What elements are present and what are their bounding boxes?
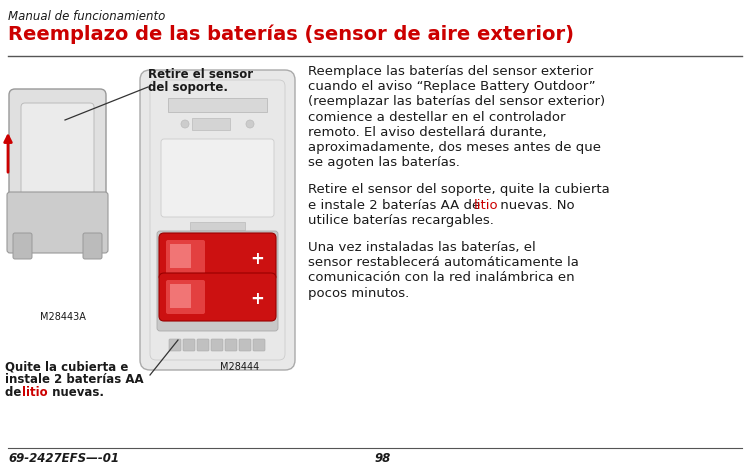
Text: Manual de funcionamiento: Manual de funcionamiento	[8, 10, 165, 23]
Text: litio: litio	[22, 386, 48, 399]
Bar	[192, 118, 230, 130]
FancyBboxPatch shape	[13, 233, 32, 259]
FancyBboxPatch shape	[169, 339, 181, 351]
Text: del soporte.: del soporte.	[148, 81, 228, 94]
FancyBboxPatch shape	[159, 273, 276, 321]
Text: 98: 98	[375, 452, 392, 465]
Text: M28443A: M28443A	[40, 312, 86, 322]
FancyBboxPatch shape	[183, 339, 195, 351]
FancyBboxPatch shape	[253, 339, 265, 351]
FancyBboxPatch shape	[225, 339, 237, 351]
Text: utilice baterías recargables.: utilice baterías recargables.	[308, 214, 494, 227]
Text: cuando el aviso “Replace Battery Outdoor”: cuando el aviso “Replace Battery Outdoor…	[308, 80, 596, 93]
Text: Reemplazo de las baterías (sensor de aire exterior): Reemplazo de las baterías (sensor de air…	[8, 24, 574, 44]
Text: pocos minutos.: pocos minutos.	[308, 286, 410, 300]
Text: (reemplazar las baterías del sensor exterior): (reemplazar las baterías del sensor exte…	[308, 95, 605, 109]
Text: Quite la cubierta e: Quite la cubierta e	[5, 360, 128, 373]
FancyBboxPatch shape	[161, 139, 274, 217]
FancyBboxPatch shape	[166, 240, 205, 274]
FancyBboxPatch shape	[9, 89, 106, 211]
Text: sensor restablecerá automáticamente la: sensor restablecerá automáticamente la	[308, 256, 579, 269]
Text: Una vez instaladas las baterías, el: Una vez instaladas las baterías, el	[308, 241, 536, 254]
Text: aproximadamente, dos meses antes de que: aproximadamente, dos meses antes de que	[308, 141, 601, 154]
FancyBboxPatch shape	[159, 233, 276, 281]
FancyBboxPatch shape	[7, 192, 108, 253]
Text: instale 2 baterías AA: instale 2 baterías AA	[5, 373, 144, 386]
Text: e instale 2 baterías AA de: e instale 2 baterías AA de	[308, 198, 484, 212]
FancyBboxPatch shape	[83, 233, 102, 259]
FancyBboxPatch shape	[197, 339, 209, 351]
Text: Retire el sensor del soporte, quite la cubierta: Retire el sensor del soporte, quite la c…	[308, 183, 610, 197]
Bar	[168, 98, 267, 112]
Text: +: +	[250, 290, 264, 308]
Bar	[170, 244, 191, 268]
Circle shape	[246, 120, 254, 128]
FancyBboxPatch shape	[21, 103, 94, 197]
Text: se agoten las baterías.: se agoten las baterías.	[308, 156, 460, 169]
FancyBboxPatch shape	[211, 339, 223, 351]
Text: Reemplace las baterías del sensor exterior: Reemplace las baterías del sensor exteri…	[308, 65, 593, 78]
Circle shape	[181, 120, 189, 128]
FancyBboxPatch shape	[157, 231, 278, 331]
Bar	[170, 284, 191, 308]
Text: remoto. El aviso destellará durante,: remoto. El aviso destellará durante,	[308, 126, 547, 139]
Text: litio: litio	[474, 198, 499, 212]
Bar	[190, 222, 245, 230]
Text: Retire el sensor: Retire el sensor	[148, 68, 253, 81]
FancyBboxPatch shape	[140, 70, 295, 370]
FancyBboxPatch shape	[239, 339, 251, 351]
Text: nuevas.: nuevas.	[48, 386, 104, 399]
Text: nuevas. No: nuevas. No	[496, 198, 574, 212]
Text: +: +	[250, 250, 264, 268]
Text: M28444: M28444	[220, 362, 260, 372]
FancyBboxPatch shape	[166, 280, 205, 314]
Text: 69-2427EFS—-01: 69-2427EFS—-01	[8, 452, 119, 465]
Text: de: de	[5, 386, 26, 399]
Text: comience a destellar en el controlador: comience a destellar en el controlador	[308, 110, 566, 124]
Text: comunicación con la red inalámbrica en: comunicación con la red inalámbrica en	[308, 271, 574, 285]
